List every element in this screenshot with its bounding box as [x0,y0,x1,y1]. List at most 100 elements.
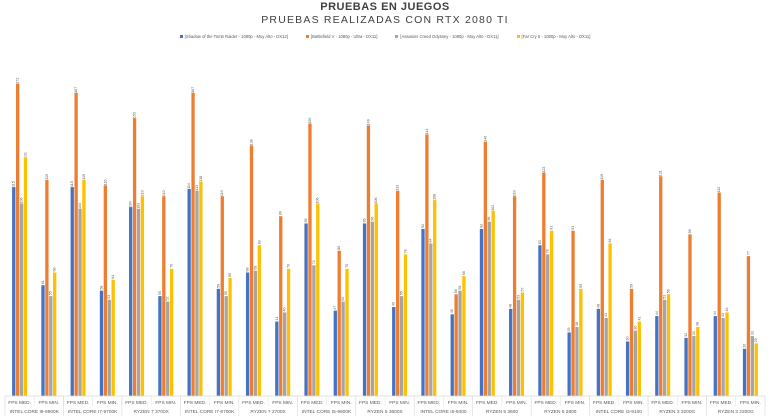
data-label: 70 [170,264,174,268]
bar [107,299,111,396]
bar [228,277,232,396]
bar [717,192,721,396]
bar [666,294,671,396]
data-label: 103 [78,203,82,209]
legend-label: [Far Cry 5 - 1080p - Muy Alto - DX11] [521,34,591,39]
data-label: 167 [74,87,78,93]
bar [316,203,320,396]
bar [249,145,254,396]
data-label: 44 [655,311,659,315]
x-tick-label-metric: FPS MED. [125,400,148,406]
x-tick-label-metric: FPS MIN. [389,400,410,406]
data-label: 33 [692,331,696,335]
x-tick-label-metric: FPS MIN. [623,400,644,406]
data-label: 38 [575,322,579,326]
data-label: 55 [400,291,404,295]
bar [538,245,542,396]
data-label: 45 [450,309,454,313]
bar [74,92,78,396]
bar [99,290,104,396]
bar [454,294,458,396]
x-tick-label-processor: RYZEN 3 3200G [659,409,695,415]
data-label: 68 [53,267,57,271]
bar [688,234,692,396]
legend-label: [Shadow of the Tomb Raider - 1080p - Muy… [184,34,288,39]
bar [546,254,550,396]
bar [520,292,525,396]
bar [216,288,221,396]
legend-swatch [179,35,183,38]
bar [23,158,28,396]
bar [575,326,579,396]
bar [399,296,404,396]
x-tick-label-metric: FPS MED. [593,400,616,406]
legend-swatch [395,35,399,38]
bar [692,336,696,396]
data-label: 110 [513,190,517,196]
data-label: 56 [666,289,670,293]
data-label: 26 [742,344,746,348]
x-tick-label-metric: FPS MIN. [331,400,352,406]
bar [487,221,491,396]
x-tick-label-processor: INTEL CORE I7-9700K [68,409,118,415]
data-label: 110 [162,190,166,196]
data-label: 84 [608,238,612,242]
x-tick-label-processor: INTEL CORE I5-9600K [302,409,352,415]
data-label: 56 [454,289,458,293]
bar [462,276,466,396]
bar [312,265,316,396]
data-label: 77 [746,251,750,255]
data-label: 153 [133,112,137,118]
data-label: 32 [684,333,688,337]
chart-subtitle: PRUEBAS REALIZADAS CON RTX 2080 TI [261,14,509,26]
data-label: 115 [12,181,16,187]
data-label: 95 [304,218,308,222]
data-label: 72 [312,260,316,264]
data-label: 103 [136,203,140,209]
bar [696,326,700,396]
data-label: 78 [546,249,550,253]
bar [491,210,495,396]
data-label: 53 [107,295,111,299]
bar [571,230,575,396]
bar [245,272,250,396]
bar [637,321,641,396]
bar [509,308,513,396]
legend-swatch [516,35,520,38]
bar [16,83,20,396]
data-label: 48 [509,304,513,308]
data-label: 138 [249,139,253,145]
data-label: 61 [41,280,45,284]
bar [195,190,199,396]
data-label: 70 [345,264,349,268]
data-label: 59 [216,284,220,288]
data-label: 108 [433,194,437,200]
bar [337,250,341,396]
bar [158,296,162,396]
x-tick-label-metric: FPS MED. [8,400,31,406]
data-label: 106 [316,197,320,203]
x-tick-label-processor: RYZEN 7 2700X [250,409,286,415]
bar [19,203,24,396]
data-label: 99 [279,211,283,215]
data-label: 106 [20,197,24,203]
bar [604,317,608,396]
x-tick-label-metric: FPS MIN. [682,400,703,406]
data-label: 150 [308,118,312,124]
legend: [Shadow of the Tomb Raider - 1080p - Muy… [0,34,770,39]
x-tick-label-processor: INTEL CORE I5-9400 [420,409,467,415]
bar [366,125,371,396]
bar [169,268,174,396]
data-label: 29 [754,338,758,342]
bar [53,272,57,396]
data-label: 55 [49,291,53,295]
bar [512,196,517,396]
data-label: 121 [659,170,663,176]
legend-label: [Battlefield V - 1080p - Ultra - DX11] [310,34,378,39]
x-tick-label-metric: FPS MIN. [448,400,469,406]
data-label: 92 [421,224,425,228]
x-tick-label-metric: FPS MIN. [214,400,235,406]
x-tick-label-processor: RYZEN 3 2200G [718,409,754,415]
data-label: 38 [696,322,700,326]
data-label: 119 [600,174,604,180]
